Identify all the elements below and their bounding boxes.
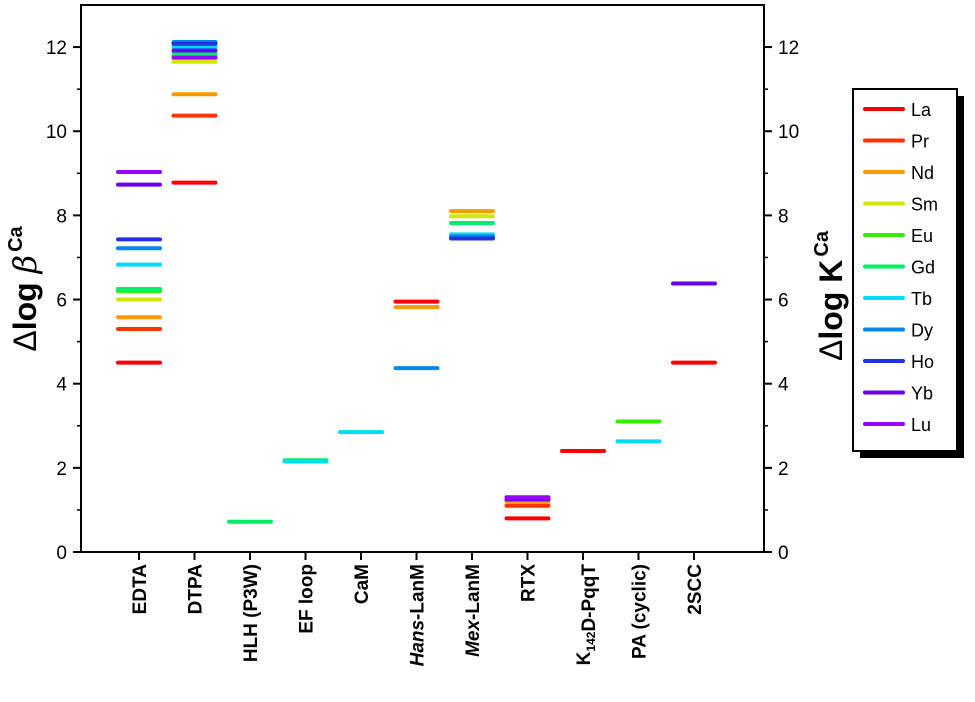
axis-title-superscript: Ca <box>811 230 833 256</box>
x-category-label-part: Hans <box>408 620 429 666</box>
right-y-tick-label: 4 <box>778 375 789 396</box>
legend-label: Nd <box>911 163 934 183</box>
x-category-label-part: RTX <box>519 564 540 602</box>
axis-title-word: log <box>7 273 43 330</box>
x-category-label-part: DTPA <box>186 564 207 615</box>
x-category-label: EDTA <box>130 564 151 615</box>
left-y-tick-label: 8 <box>56 206 67 227</box>
left-y-tick-label: 10 <box>46 122 67 143</box>
x-category-label-part: HLH (P3W) <box>241 564 262 662</box>
left-y-tick-label: 2 <box>56 459 67 480</box>
legend-label: Lu <box>911 415 931 435</box>
left-y-tick-label: 4 <box>56 375 67 396</box>
plot-border <box>80 4 765 553</box>
x-category-label-part: EDTA <box>130 564 151 615</box>
legend-label: La <box>911 100 932 120</box>
left-y-axis: 0 2 4 6 8 10 12 <box>46 38 81 564</box>
x-category-label: EF loop <box>297 564 318 634</box>
x-category-label-part: PA (cyclic) <box>630 564 651 659</box>
x-category-label-part: CaM <box>352 564 373 604</box>
legend: La Pr Nd Sm Eu Gd Tb Dy Ho Yb Lu <box>852 88 964 458</box>
x-category-label: PA (cyclic) <box>630 564 651 659</box>
legend-label: Sm <box>911 195 938 215</box>
axis-title-word: log K <box>813 260 849 340</box>
x-category-label-part: D-PqqT <box>579 564 600 632</box>
legend-label: Tb <box>911 289 932 309</box>
axis-title-delta: Δ <box>813 340 849 361</box>
right-y-tick-label: 8 <box>778 206 789 227</box>
x-category-label: RTX <box>519 564 540 602</box>
x-category-label: HLH (P3W) <box>241 564 262 662</box>
right-y-axis: 0 2 4 6 8 10 12 <box>764 38 799 564</box>
x-category-label: Mex-LanM <box>463 564 484 657</box>
right-y-axis-title: Δlog K Ca <box>811 230 849 361</box>
legend-box <box>852 88 958 452</box>
x-category-label: CaM <box>352 564 373 604</box>
plot-frame <box>80 4 765 553</box>
x-category-label-part: K <box>574 651 595 665</box>
left-y-axis-title: Δlog β Ca <box>5 225 44 351</box>
left-y-tick-label: 6 <box>56 291 67 312</box>
right-y-tick-label: 10 <box>778 122 799 143</box>
legend-label: Yb <box>911 384 933 404</box>
right-y-tick-label: 2 <box>778 459 789 480</box>
right-y-tick-label: 6 <box>778 291 789 312</box>
legend-label: Gd <box>911 258 935 278</box>
x-category-label: DTPA <box>186 564 207 615</box>
axis-title-delta: Δ <box>7 330 43 351</box>
x-category-label-part: EF loop <box>297 564 318 634</box>
legend-label: Dy <box>911 321 933 341</box>
legend-label: Eu <box>911 226 933 246</box>
x-category-label-part: -LanM <box>408 564 429 620</box>
axis-title-symbol: β <box>6 255 44 275</box>
x-axis: EDTA DTPA HLH (P3W) EF loop CaMHans-LanMMex-… <box>130 552 706 666</box>
x-category-label-part: -LanM <box>463 564 484 620</box>
x-category-label-part: 142 <box>584 631 598 651</box>
left-y-tick-label: 12 <box>46 38 67 59</box>
x-category-label-part: 2SCC <box>685 564 706 615</box>
axis-title-superscript: Ca <box>5 225 27 251</box>
right-y-tick-label: 0 <box>778 543 789 564</box>
data-marks <box>116 40 717 524</box>
x-category-label: Hans-LanM <box>408 564 429 666</box>
left-y-tick-label: 0 <box>56 543 67 564</box>
x-category-label: K142D-PqqT <box>574 564 600 666</box>
legend-label: Pr <box>911 132 929 152</box>
legend-label: Ho <box>911 352 934 372</box>
x-category-label-part: Mex <box>463 619 484 657</box>
x-category-label: 2SCC <box>685 564 706 615</box>
right-y-tick-label: 12 <box>778 38 799 59</box>
